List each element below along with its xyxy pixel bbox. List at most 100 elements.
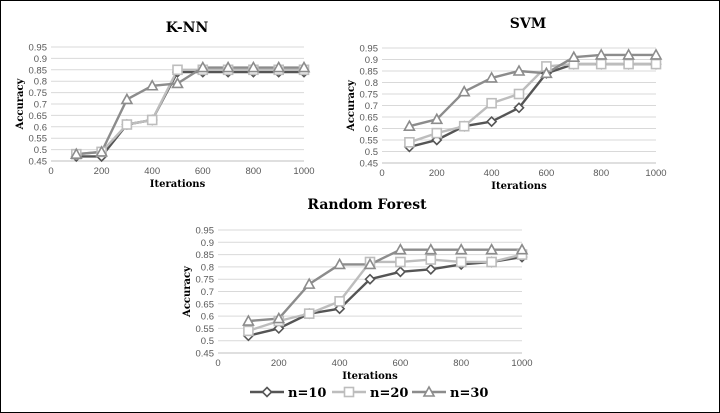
random-forest-chart: Random Forest 0.45 0.50.550.6 0.650.70.75 0.… <box>182 197 533 382</box>
data-point-square <box>431 127 443 139</box>
y-tick-label: 0.8 <box>34 77 47 88</box>
data-point-triangle <box>594 48 608 60</box>
legend-marker-square <box>343 386 355 398</box>
y-tick-label: 0.45 <box>360 159 379 170</box>
data-point-square <box>486 97 497 109</box>
y-tick-label: 0.7 <box>365 101 378 112</box>
y-tick-label: 0.6 <box>201 312 214 323</box>
x-tick-label: 0 <box>48 166 53 177</box>
y-tick-label: 0.7 <box>201 287 214 298</box>
x-axis-label: Iterations <box>342 371 398 382</box>
data-point-square <box>395 256 406 268</box>
data-point-triangle <box>221 60 235 73</box>
data-point-triangle <box>363 257 377 270</box>
data-point-triangle <box>171 76 184 89</box>
y-tick-label: 0.9 <box>34 54 47 65</box>
y-tick-label: 0.5 <box>34 145 47 156</box>
data-point-triangle <box>302 277 316 289</box>
x-tick-label: 1000 <box>511 358 532 369</box>
x-tick-label: 600 <box>538 168 554 179</box>
data-point-triangle <box>403 119 416 131</box>
series-line-triangle <box>248 248 522 323</box>
y-tick-label: 0.5 <box>201 336 214 347</box>
series-line-triangle <box>76 66 304 156</box>
data-point-square <box>404 137 415 148</box>
x-tick-label: 400 <box>144 166 160 177</box>
y-tick-label: 0.9 <box>201 238 214 249</box>
series-line-square <box>248 253 523 333</box>
series-line-square <box>76 68 304 156</box>
y-tick-label: 0.65 <box>360 113 379 124</box>
series-line-square <box>409 62 656 144</box>
data-point-diamond <box>394 266 407 278</box>
data-point-triangle <box>430 112 444 125</box>
data-point-triangle <box>333 257 346 270</box>
data-point-diamond <box>513 102 525 114</box>
y-tick-label: 0.55 <box>196 324 215 335</box>
data-point-triangle <box>394 243 407 255</box>
y-tick-label: 0.75 <box>29 88 48 99</box>
y-tick-label: 0.9 <box>365 55 378 66</box>
series-line-diamond <box>76 70 304 158</box>
y-tick-label: 0.55 <box>360 136 379 147</box>
series-line-diamond <box>248 255 523 337</box>
y-tick-label: 0.85 <box>196 250 215 261</box>
x-tick-label: 800 <box>453 358 469 369</box>
x-axis-label: Iterations <box>491 181 547 192</box>
data-point-triangle <box>454 243 468 255</box>
data-point-square <box>486 256 497 268</box>
data-point-triangle <box>540 66 553 79</box>
knn-chart: K-NN0.450.50.550.60.650.70.750.80.850.90… <box>15 20 315 190</box>
data-point-square <box>623 58 634 70</box>
data-point-triangle <box>272 311 286 324</box>
data-point-square <box>455 256 467 268</box>
data-point-square <box>334 296 345 307</box>
y-tick-label: 0.8 <box>201 262 214 273</box>
data-point-square <box>172 64 183 76</box>
x-tick-label: 400 <box>332 358 348 369</box>
data-point-square <box>458 120 470 132</box>
data-point-triangle <box>649 48 663 60</box>
y-axis-label: Accuracy <box>346 79 357 132</box>
legend-marker-diamond <box>261 386 273 398</box>
y-tick-label: 0.95 <box>29 43 48 54</box>
x-tick-label: 1000 <box>645 168 666 179</box>
x-tick-label: 0 <box>215 358 220 369</box>
legend-label: n=20 <box>370 386 408 401</box>
y-tick-label: 0.75 <box>196 275 215 286</box>
data-point-triangle <box>424 243 438 255</box>
x-tick-label: 1000 <box>293 166 314 177</box>
x-tick-label: 600 <box>195 166 211 177</box>
chart-title: Random Forest <box>307 197 427 213</box>
data-point-triangle <box>272 60 286 73</box>
series-line-triangle <box>409 53 656 128</box>
data-point-triangle <box>242 314 255 326</box>
data-point-triangle <box>457 85 471 97</box>
data-point-triangle <box>622 48 635 60</box>
y-axis-label: Accuracy <box>182 265 193 318</box>
y-tick-label: 0.5 <box>365 147 378 158</box>
y-axis-label: Accuracy <box>15 77 26 130</box>
x-tick-label: 400 <box>484 168 500 179</box>
data-point-triangle <box>120 92 134 105</box>
data-point-triangle <box>145 79 159 91</box>
y-tick-label: 0.95 <box>196 226 215 237</box>
data-point-triangle <box>567 50 581 63</box>
y-tick-label: 0.65 <box>196 299 215 310</box>
y-tick-label: 0.65 <box>29 111 48 122</box>
y-tick-label: 0.85 <box>29 65 48 76</box>
data-point-triangle <box>512 64 526 76</box>
data-point-triangle <box>95 145 108 157</box>
y-tick-label: 0.45 <box>196 349 215 360</box>
data-point-square <box>303 308 315 319</box>
data-point-square <box>243 325 254 337</box>
legend-marker-triangle <box>422 385 436 397</box>
data-point-triangle <box>485 71 498 83</box>
data-point-diamond <box>485 115 498 128</box>
data-point-triangle <box>69 147 83 159</box>
data-point-triangle <box>485 243 498 255</box>
data-point-square <box>513 88 525 100</box>
x-tick-label: 200 <box>271 358 287 369</box>
data-point-square <box>121 119 133 130</box>
